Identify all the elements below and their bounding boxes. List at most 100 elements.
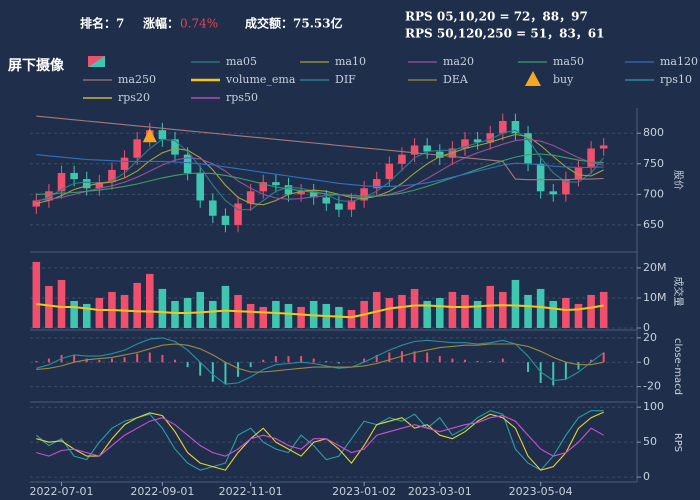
macd-bar xyxy=(388,352,391,363)
volume-bar xyxy=(284,303,293,328)
candle-body xyxy=(398,154,406,164)
volume-bar xyxy=(297,306,305,328)
series-line xyxy=(36,415,604,457)
macd-bar xyxy=(552,362,555,386)
candle-body xyxy=(284,185,293,195)
chart-title: 屏下摄像 xyxy=(8,57,65,74)
buy-marker xyxy=(142,128,157,143)
candle-body xyxy=(120,157,129,170)
candle-body xyxy=(562,179,570,195)
volume-bar xyxy=(549,300,558,328)
legend-label: buy xyxy=(553,73,574,86)
macd-bar xyxy=(224,362,227,385)
macd-bar xyxy=(489,361,492,363)
series-line xyxy=(35,410,604,471)
macd-bar xyxy=(110,358,113,363)
candle-body xyxy=(486,133,494,143)
x-tick-label: 2022-07-01 xyxy=(30,485,94,498)
series-line xyxy=(36,154,604,187)
candle-body xyxy=(309,191,318,198)
volume-bar xyxy=(133,282,141,328)
y-tick-label: 700 xyxy=(643,187,664,200)
candle-body xyxy=(372,179,381,189)
macd-bar xyxy=(98,359,101,363)
macd-bar xyxy=(527,362,530,372)
macd-bar xyxy=(148,352,151,363)
macd-bar xyxy=(590,359,593,363)
candle-body xyxy=(133,139,141,158)
volume-bar xyxy=(158,288,167,328)
y-tick-label: 10M xyxy=(643,291,667,304)
macd-bar xyxy=(577,362,580,370)
volume-bar xyxy=(398,294,406,328)
macd-bar xyxy=(400,351,403,363)
volume-bar xyxy=(486,285,494,328)
volume-bar xyxy=(448,291,457,328)
macd-bar xyxy=(136,353,139,363)
legend-label: ma10 xyxy=(335,55,366,68)
macd-bar xyxy=(174,359,176,363)
candle-body xyxy=(45,191,53,201)
candle-body xyxy=(410,145,419,155)
candle-body xyxy=(423,145,431,152)
y-tick-label: -20 xyxy=(643,380,661,393)
legend-label: ma20 xyxy=(443,55,474,68)
volume-bar xyxy=(599,291,608,328)
rps-short: RPS 05,10,20 = 72，88，97 xyxy=(405,10,588,24)
macd-bar xyxy=(325,361,328,363)
macd-bar xyxy=(186,362,189,368)
candle-body xyxy=(171,139,179,155)
macd-bar xyxy=(249,362,252,368)
volume-bar xyxy=(82,303,91,328)
candle-body xyxy=(70,172,78,180)
volume-bar xyxy=(436,297,444,328)
series-line xyxy=(36,115,604,181)
macd-bar xyxy=(363,358,366,363)
macd-bar xyxy=(73,354,76,363)
y-axis-label: 成交量 xyxy=(672,277,685,307)
legend-label: ma250 xyxy=(118,73,156,86)
rank: 排名：7 xyxy=(80,16,124,31)
macd-bar xyxy=(476,361,479,363)
candle-body xyxy=(82,179,91,189)
volume-bar xyxy=(511,279,520,328)
legend-candle-icon xyxy=(88,56,105,67)
legend-label: ma120 xyxy=(660,55,698,68)
y-tick-label: 50 xyxy=(643,435,657,448)
series-line xyxy=(36,337,605,385)
macd-bar xyxy=(274,356,277,363)
volume-bar xyxy=(171,300,179,328)
candle-body xyxy=(499,121,507,134)
candle-body xyxy=(549,191,558,195)
legend-label: ma05 xyxy=(226,55,257,68)
macd-bar xyxy=(237,362,240,377)
macd-bar xyxy=(602,352,605,363)
candle-body xyxy=(360,188,368,201)
macd-bar xyxy=(464,359,466,363)
volume-bar xyxy=(499,291,507,328)
volume-bar xyxy=(524,294,532,328)
macd-bar xyxy=(438,356,441,363)
volume-bar xyxy=(574,303,583,328)
candle-body xyxy=(272,182,280,186)
legend-label: DEA xyxy=(443,73,469,86)
candle-body xyxy=(524,133,532,164)
legend-label: ma50 xyxy=(553,55,584,68)
candle-body xyxy=(347,200,356,210)
volume-bar xyxy=(32,261,41,328)
volume-bar xyxy=(221,285,230,328)
macd-bar xyxy=(287,356,290,363)
y-axis-label: 股价 xyxy=(672,170,684,190)
series-line xyxy=(36,411,604,471)
volume-bar xyxy=(146,273,154,328)
macd-bar xyxy=(501,358,504,363)
volume-bar xyxy=(347,309,356,328)
candle-body xyxy=(461,139,469,149)
y-axis-label: RPS xyxy=(672,433,683,452)
macd-bar xyxy=(35,361,38,363)
legend-label: rps10 xyxy=(660,73,692,86)
legend-label: DIF xyxy=(335,73,356,86)
legend-label: rps20 xyxy=(118,91,150,104)
series-line xyxy=(36,303,604,319)
